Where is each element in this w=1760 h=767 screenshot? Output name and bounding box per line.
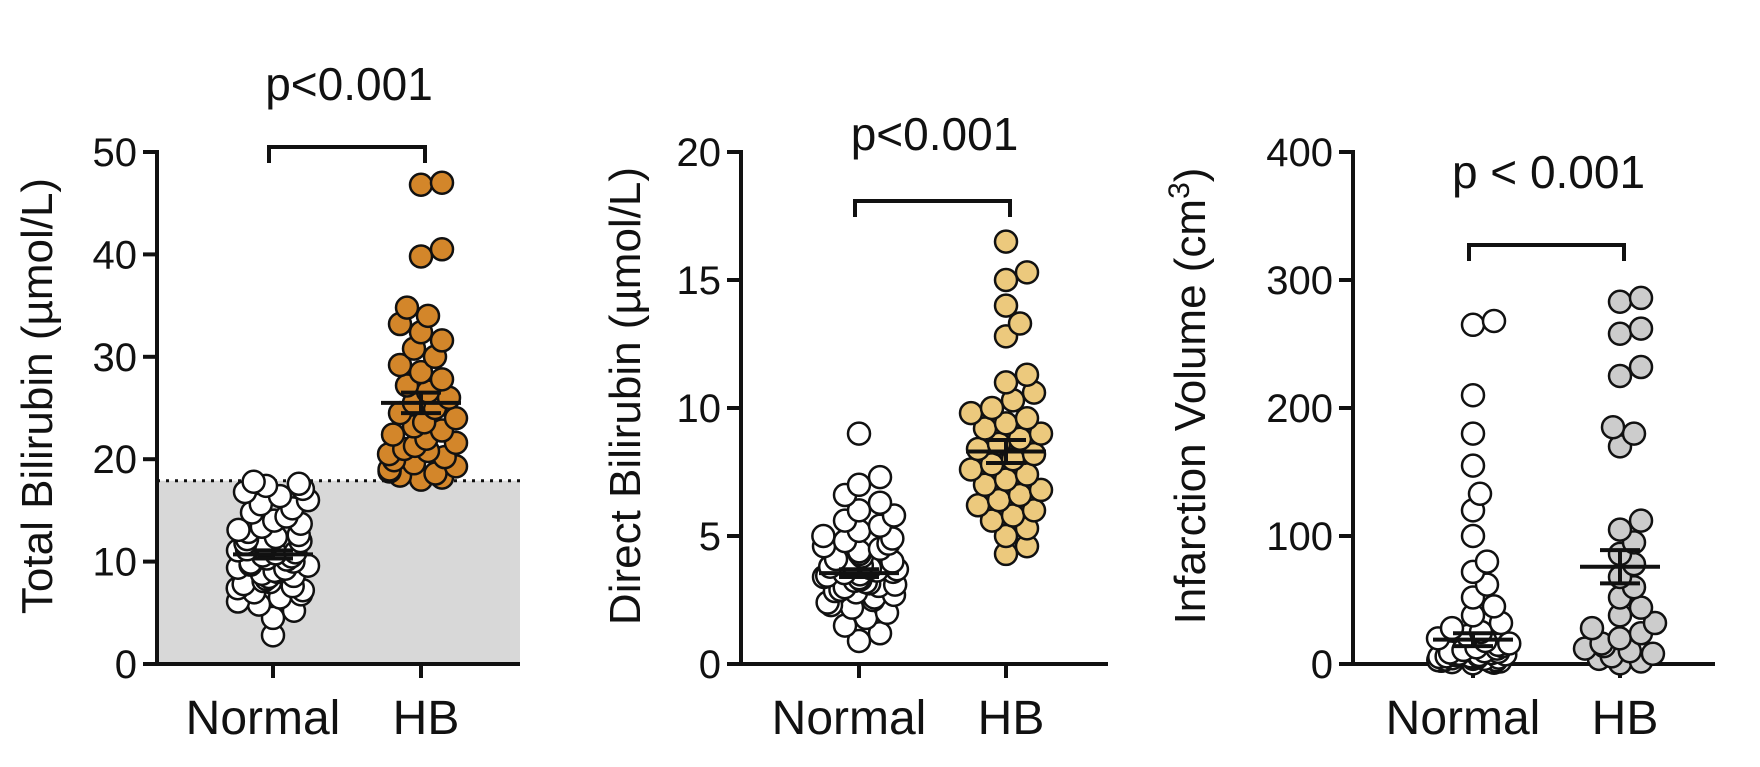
y-tick-label: 0	[699, 643, 721, 687]
data-point-hb	[1609, 627, 1631, 649]
y-tick-label: 200	[1266, 387, 1333, 431]
data-point-hb	[1630, 597, 1652, 619]
data-point-hb	[1016, 261, 1038, 283]
y-axis-label: Direct Bilirubin (µmol/L)	[601, 167, 650, 625]
x-category-label: HB	[393, 692, 460, 745]
data-point-hb	[967, 438, 989, 460]
data-point-hb	[410, 245, 432, 267]
p-value-label: p < 0.001	[1452, 146, 1645, 198]
data-point-hb	[1581, 617, 1603, 639]
x-category-label: Normal	[1386, 692, 1541, 745]
data-point-hb	[967, 494, 989, 516]
data-point-normal	[1498, 633, 1520, 655]
y-axis-label-text: Total Bilirubin (µmol/L)	[13, 178, 62, 614]
data-point-hb	[1630, 356, 1652, 378]
data-point-normal	[1476, 551, 1498, 573]
data-point-hb	[410, 174, 432, 196]
data-point-hb	[1642, 643, 1664, 665]
data-point-normal	[848, 474, 870, 496]
data-point-hb	[1630, 510, 1652, 532]
x-category-label: HB	[1592, 692, 1659, 745]
data-point-normal	[243, 471, 265, 493]
data-point-hb	[417, 305, 439, 327]
y-axis-label-text: Infarction Volume (cm	[1166, 199, 1215, 625]
data-point-normal	[1462, 384, 1484, 406]
data-point-normal	[848, 423, 870, 445]
data-point-hb	[1602, 416, 1624, 438]
data-point-normal	[288, 473, 310, 495]
reference-range-region	[157, 481, 520, 664]
y-tick-label: 30	[93, 336, 138, 380]
data-point-hb	[445, 407, 467, 429]
y-tick-label: 40	[93, 233, 138, 277]
significance-bracket	[855, 201, 1010, 217]
x-category-label: HB	[978, 692, 1045, 745]
chart-panel-1: 0 10 20 30 40 50 Normal HB Total Bilirubin (µmol…	[13, 58, 520, 745]
y-tick-label: 300	[1266, 259, 1333, 303]
data-point-hb	[981, 397, 1003, 419]
chart-panel-3: 0 100 200 300 400 Normal HB Infarction Volume (…	[1163, 131, 1716, 745]
p-value-label: p<0.001	[265, 58, 433, 110]
data-point-normal	[812, 525, 834, 547]
data-point-hb	[995, 371, 1017, 393]
y-tick-label: 15	[677, 259, 722, 303]
data-point-normal	[1469, 483, 1491, 505]
significance-bracket	[1469, 245, 1624, 261]
p-value-label: p<0.001	[851, 108, 1019, 160]
data-point-hb	[1609, 291, 1631, 313]
data-point-hb	[1016, 364, 1038, 386]
data-point-normal	[1483, 595, 1505, 617]
y-axis-label-end: )	[1166, 168, 1215, 183]
y-tick-label: 0	[1311, 643, 1333, 687]
data-point-normal	[1462, 314, 1484, 336]
y-tick-label: 20	[93, 438, 138, 482]
data-point-hb	[1609, 519, 1631, 541]
y-axis-label-superscript: 3	[1163, 182, 1196, 199]
data-point-hb	[1623, 423, 1645, 445]
significance-bracket	[269, 147, 425, 163]
data-point-hb	[431, 368, 453, 390]
x-category-label: Normal	[186, 692, 341, 745]
y-tick-label: 100	[1266, 515, 1333, 559]
data-point-hb	[995, 295, 1017, 317]
chart-panel-2: 0 5 10 15 20 Normal HB Direct Bilirubin (µmol/L…	[601, 108, 1108, 745]
data-point-normal	[1462, 525, 1484, 547]
y-tick-label: 0	[115, 643, 137, 687]
data-point-hb	[1630, 318, 1652, 340]
y-axis-label: Infarction Volume (cm3)	[1163, 168, 1216, 625]
data-point-hb	[396, 297, 418, 319]
y-tick-label: 20	[677, 131, 722, 175]
data-point-hb	[1609, 365, 1631, 387]
data-point-hb	[1609, 323, 1631, 345]
y-tick-label: 50	[93, 131, 138, 175]
y-axis-label: Total Bilirubin (µmol/L)	[13, 178, 62, 614]
y-tick-label: 5	[699, 515, 721, 559]
data-point-normal	[1462, 455, 1484, 477]
data-point-normal	[1441, 617, 1463, 639]
data-point-normal	[869, 466, 891, 488]
y-axis-label-text: Direct Bilirubin (µmol/L)	[601, 167, 650, 625]
data-point-hb	[431, 238, 453, 260]
data-point-hb	[995, 231, 1017, 253]
data-point-normal	[1483, 310, 1505, 332]
data-point-hb	[960, 458, 982, 480]
data-point-normal	[869, 492, 891, 514]
x-category-label: Normal	[772, 692, 927, 745]
data-point-hb	[1630, 287, 1652, 309]
data-point-hb	[960, 402, 982, 424]
data-point-normal	[1462, 423, 1484, 445]
y-tick-label: 10	[93, 541, 138, 585]
data-point-hb	[431, 172, 453, 194]
data-point-hb	[382, 424, 404, 446]
data-point-hb	[431, 329, 453, 351]
y-tick-label: 400	[1266, 131, 1333, 175]
y-tick-label: 10	[677, 387, 722, 431]
data-point-hb	[995, 269, 1017, 291]
